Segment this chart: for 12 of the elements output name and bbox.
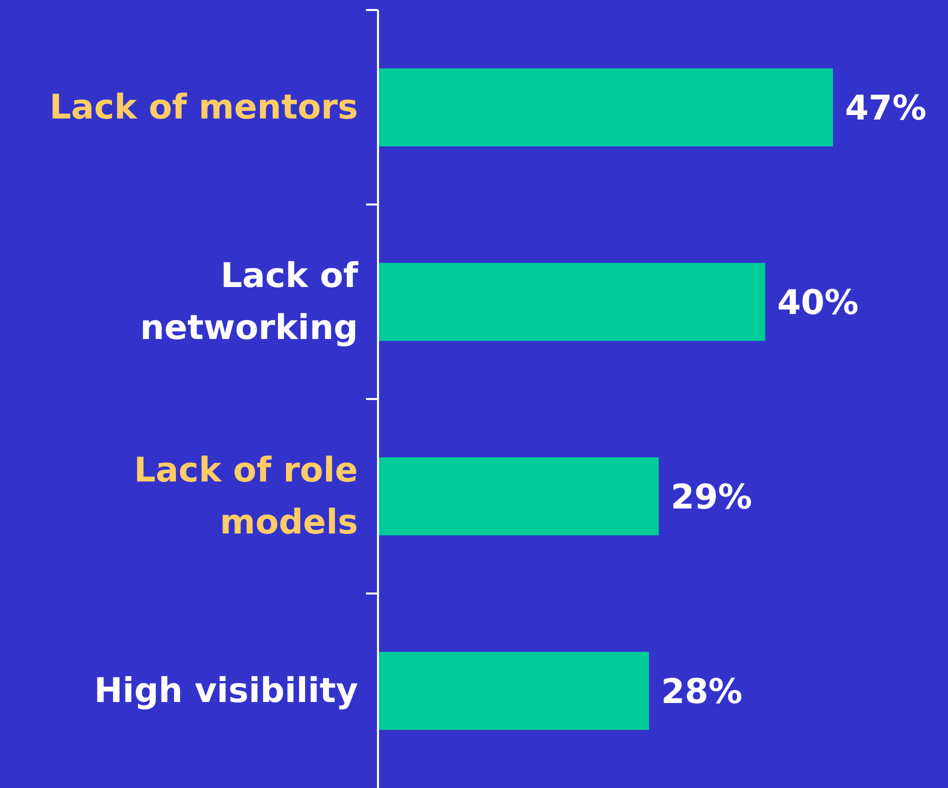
y-tick-label: Lack of mentors bbox=[49, 87, 358, 128]
y-tick-label: Lack of role models bbox=[134, 450, 358, 542]
data-label: 29% bbox=[670, 477, 752, 518]
bar bbox=[378, 262, 766, 341]
y-tick-label: High visibility bbox=[94, 670, 358, 711]
data-label: 47% bbox=[845, 88, 926, 128]
bar bbox=[378, 457, 659, 536]
bar bbox=[378, 652, 650, 730]
bar bbox=[378, 68, 833, 146]
y-tick-label: Lack of networking bbox=[140, 256, 360, 348]
data-label: 40% bbox=[777, 282, 859, 323]
data-label: 28% bbox=[661, 672, 742, 712]
